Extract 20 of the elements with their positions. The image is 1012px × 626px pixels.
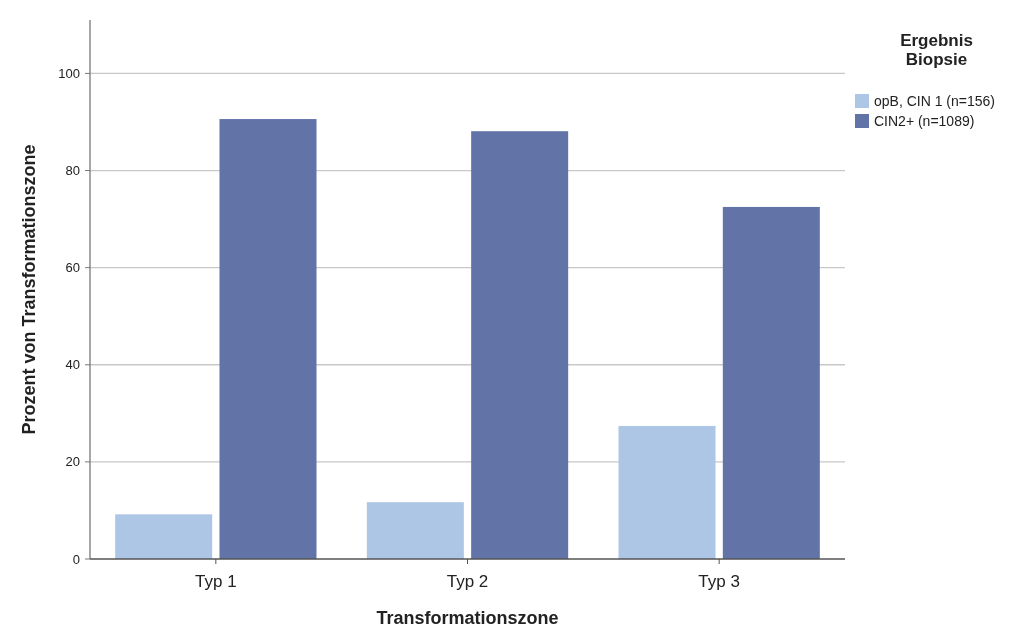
x-tick-label: Typ 1	[195, 572, 237, 591]
bar	[471, 131, 569, 559]
y-axis-title: Prozent von Transformationszone	[19, 144, 39, 435]
legend-title: Ergebnis Biopsie	[900, 31, 973, 69]
bar	[219, 119, 317, 559]
y-tick-label: 60	[65, 260, 80, 276]
bar	[115, 514, 213, 559]
bar	[618, 425, 716, 559]
bar	[722, 206, 820, 559]
y-tick-label: 40	[65, 357, 80, 373]
bar	[366, 502, 464, 559]
y-tick-label: 100	[58, 65, 80, 81]
legend-label: opB, CIN 1 (n=156)	[874, 92, 996, 109]
x-tick-label: Typ 3	[698, 572, 740, 591]
y-tick-label: 80	[65, 163, 80, 179]
legend-label: CIN2+ (n=1089)	[874, 112, 975, 129]
x-axis-title: Transformationszone	[376, 608, 559, 626]
y-tick-label: 20	[65, 454, 80, 470]
y-tick-label: 0	[72, 551, 80, 567]
x-tick-label: Typ 2	[446, 572, 489, 591]
